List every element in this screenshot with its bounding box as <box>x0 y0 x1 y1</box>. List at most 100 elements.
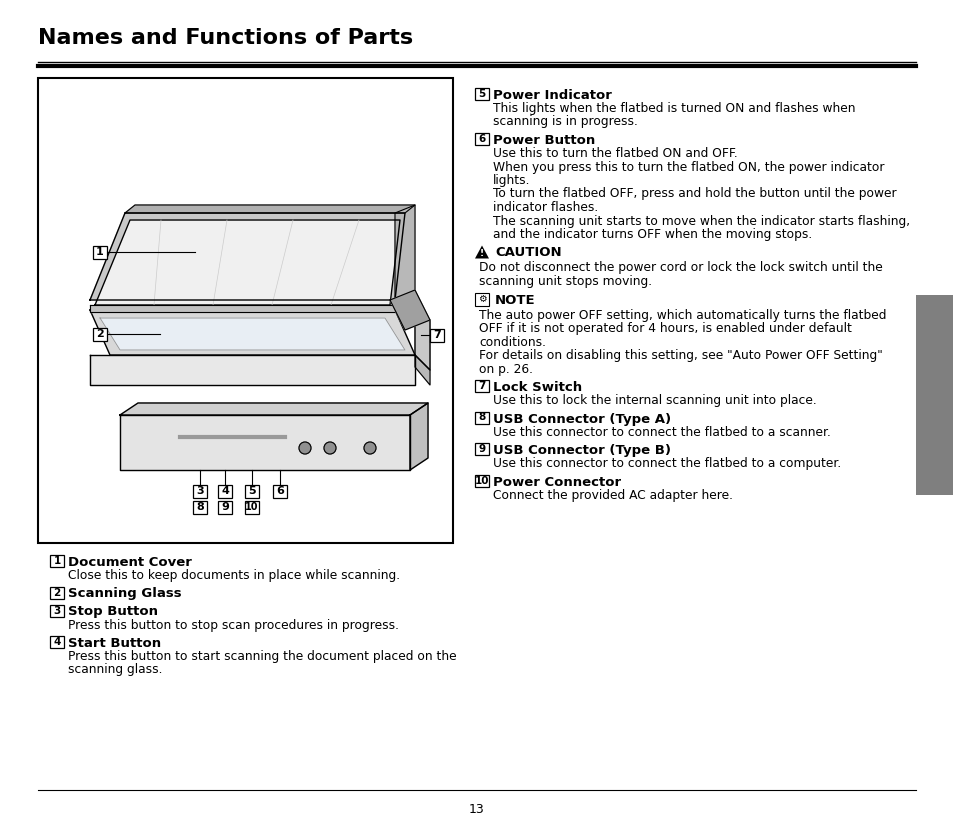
Circle shape <box>364 442 375 454</box>
Polygon shape <box>415 310 430 370</box>
Circle shape <box>298 442 311 454</box>
Bar <box>475 474 489 487</box>
Bar <box>475 443 489 455</box>
Text: 9: 9 <box>478 444 485 454</box>
Text: Connect the provided AC adapter here.: Connect the provided AC adapter here. <box>493 488 732 501</box>
Polygon shape <box>120 415 410 470</box>
Bar <box>50 555 64 567</box>
Bar <box>475 133 489 145</box>
Bar <box>50 587 64 599</box>
Bar <box>245 484 258 497</box>
Bar <box>430 329 443 341</box>
Polygon shape <box>120 403 428 415</box>
Bar <box>92 245 107 258</box>
Polygon shape <box>475 245 489 258</box>
Text: conditions.: conditions. <box>478 335 545 348</box>
Text: 4: 4 <box>221 486 229 496</box>
Text: 7: 7 <box>433 330 440 340</box>
Text: Use this connector to connect the flatbed to a computer.: Use this connector to connect the flatbe… <box>493 457 841 470</box>
Bar <box>50 636 64 648</box>
Text: !: ! <box>479 249 483 258</box>
Text: 5: 5 <box>477 89 485 99</box>
Bar <box>475 411 489 424</box>
Text: Power Button: Power Button <box>493 134 595 147</box>
Text: For details on disabling this setting, see "Auto Power OFF Setting": For details on disabling this setting, s… <box>478 349 882 362</box>
Text: 8: 8 <box>196 502 204 512</box>
Polygon shape <box>390 290 430 330</box>
Text: 4: 4 <box>53 637 61 647</box>
Text: Stop Button: Stop Button <box>68 605 158 618</box>
Text: 2: 2 <box>53 587 61 597</box>
Text: 13: 13 <box>469 803 484 816</box>
Text: USB Connector (Type B): USB Connector (Type B) <box>493 444 670 457</box>
Text: and the indicator turns OFF when the moving stops.: and the indicator turns OFF when the mov… <box>493 228 811 241</box>
Bar <box>193 484 207 497</box>
Polygon shape <box>410 403 428 470</box>
Text: Lock Switch: Lock Switch <box>493 381 581 394</box>
Text: 10: 10 <box>245 502 258 512</box>
Bar <box>475 380 489 392</box>
Text: Start Button: Start Button <box>68 637 161 650</box>
Bar <box>915 295 953 495</box>
Text: Power Indicator: Power Indicator <box>493 89 611 102</box>
Text: Use this connector to connect the flatbed to a scanner.: Use this connector to connect the flatbe… <box>493 425 830 438</box>
Text: scanning glass.: scanning glass. <box>68 663 162 676</box>
Text: Scanning Glass: Scanning Glass <box>68 587 181 600</box>
Text: To turn the flatbed OFF, press and hold the button until the power: To turn the flatbed OFF, press and hold … <box>493 187 896 200</box>
Text: 3: 3 <box>196 486 204 496</box>
Text: Do not disconnect the power cord or lock the lock switch until the: Do not disconnect the power cord or lock… <box>478 262 882 275</box>
Text: Close this to keep documents in place while scanning.: Close this to keep documents in place wh… <box>68 569 399 582</box>
Text: Power Connector: Power Connector <box>493 475 620 488</box>
Text: indicator flashes.: indicator flashes. <box>493 201 598 214</box>
Text: CAUTION: CAUTION <box>495 246 561 259</box>
Text: lights.: lights. <box>493 174 530 187</box>
Text: 3: 3 <box>53 605 61 615</box>
Text: scanning unit stops moving.: scanning unit stops moving. <box>478 275 652 288</box>
Text: 1: 1 <box>96 247 104 257</box>
Polygon shape <box>90 305 395 312</box>
Text: 10: 10 <box>475 475 489 486</box>
Bar <box>193 501 207 514</box>
Polygon shape <box>415 355 430 385</box>
Text: Press this button to start scanning the document placed on the: Press this button to start scanning the … <box>68 650 456 663</box>
Text: Press this button to stop scan procedures in progress.: Press this button to stop scan procedure… <box>68 618 398 631</box>
Text: ⚙: ⚙ <box>477 294 486 304</box>
Text: 1: 1 <box>53 556 61 566</box>
Text: scanning is in progress.: scanning is in progress. <box>493 115 638 128</box>
Text: 6: 6 <box>477 134 485 144</box>
Polygon shape <box>90 355 415 385</box>
Text: Use this to lock the internal scanning unit into place.: Use this to lock the internal scanning u… <box>493 394 816 407</box>
Polygon shape <box>125 205 415 213</box>
Bar <box>218 484 232 497</box>
Text: When you press this to turn the flatbed ON, the power indicator: When you press this to turn the flatbed … <box>493 160 883 173</box>
Bar <box>38 78 453 543</box>
Text: 8: 8 <box>477 412 485 423</box>
Text: OFF if it is not operated for 4 hours, is enabled under default: OFF if it is not operated for 4 hours, i… <box>478 322 851 335</box>
Text: 7: 7 <box>477 381 485 391</box>
Circle shape <box>324 442 335 454</box>
Bar <box>475 293 489 305</box>
Text: Use this to turn the flatbed ON and OFF.: Use this to turn the flatbed ON and OFF. <box>493 147 737 160</box>
Text: NOTE: NOTE <box>495 294 535 307</box>
Bar <box>218 501 232 514</box>
Text: 6: 6 <box>275 486 284 496</box>
Text: Names and Functions of Parts: Names and Functions of Parts <box>38 28 413 48</box>
Text: Document Cover: Document Cover <box>68 556 192 569</box>
Text: This lights when the flatbed is turned ON and flashes when: This lights when the flatbed is turned O… <box>493 102 855 115</box>
Text: The scanning unit starts to move when the indicator starts flashing,: The scanning unit starts to move when th… <box>493 214 909 227</box>
Text: 5: 5 <box>248 486 255 496</box>
Polygon shape <box>100 318 405 350</box>
Bar <box>245 501 258 514</box>
Text: 2: 2 <box>96 329 104 339</box>
Text: The auto power OFF setting, which automatically turns the flatbed: The auto power OFF setting, which automa… <box>478 308 885 321</box>
Text: USB Connector (Type A): USB Connector (Type A) <box>493 412 670 425</box>
Bar <box>273 484 287 497</box>
Text: on p. 26.: on p. 26. <box>478 362 533 375</box>
Polygon shape <box>95 220 399 305</box>
Polygon shape <box>395 205 415 300</box>
Bar <box>475 88 489 100</box>
Polygon shape <box>90 213 405 300</box>
Bar <box>50 605 64 617</box>
Polygon shape <box>90 310 415 355</box>
Text: 9: 9 <box>221 502 229 512</box>
